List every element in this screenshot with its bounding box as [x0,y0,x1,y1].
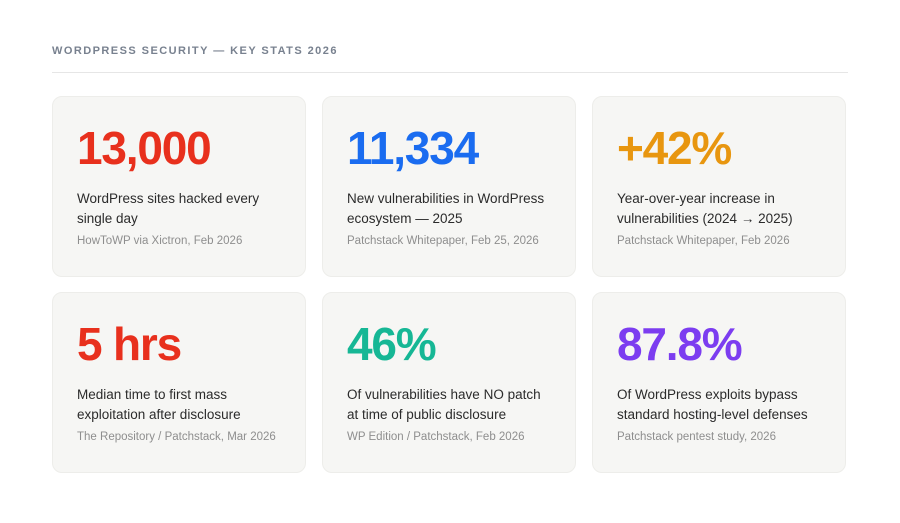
stat-value: 87.8% [617,318,743,370]
stat-label: WordPress sites hacked every single day [77,191,260,226]
stat-label: New vulnerabilities in WordPress ecosyst… [347,191,545,226]
stat-value: 13,000 [77,122,212,174]
stat-card: 46% Of vulnerabilities have NO patch at … [322,292,576,473]
stat-label: Of vulnerabilities have NO patch at time… [347,387,541,422]
stat-source: WP Edition / Patchstack, Feb 2026 [347,431,525,443]
stat-source: Patchstack Whitepaper, Feb 25, 2026 [347,235,539,247]
stat-value: 11,334 [347,122,479,174]
stat-value: +42% [617,122,732,174]
stat-label: Median time to first mass exploitation a… [77,387,241,422]
stats-grid: 13,000 WordPress sites hacked every sing… [52,96,848,473]
stat-card: 11,334 New vulnerabilities in WordPress … [322,96,576,277]
stat-value: 5 hrs [77,318,182,370]
stat-source: HowToWP via Xictron, Feb 2026 [77,235,243,247]
stat-source: Patchstack Whitepaper, Feb 2026 [617,235,790,247]
stat-label: Year-over-year increase in vulnerabiliti… [617,191,793,226]
stat-card: 87.8% Of WordPress exploits bypass stand… [592,292,846,473]
stat-card: 5 hrs Median time to first mass exploita… [52,292,306,473]
stat-card: 13,000 WordPress sites hacked every sing… [52,96,306,277]
stat-value: 46% [347,318,437,370]
stat-source: Patchstack pentest study, 2026 [617,431,776,443]
header-divider [52,72,848,73]
stat-label: Of WordPress exploits bypass standard ho… [617,387,808,422]
stat-source: The Repository / Patchstack, Mar 2026 [77,431,276,443]
page-title: WORDPRESS SECURITY — KEY STATS 2026 [52,45,338,57]
stat-card: +42% Year-over-year increase in vulnerab… [592,96,846,277]
